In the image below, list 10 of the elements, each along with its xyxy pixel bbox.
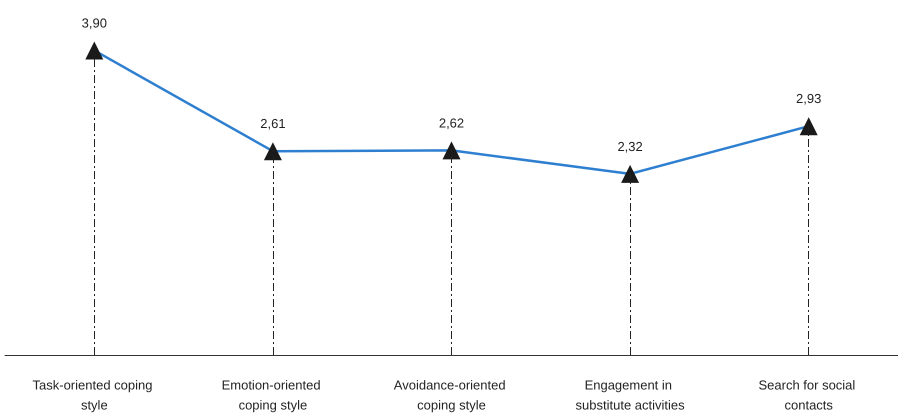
data-label: 3,90 — [82, 15, 107, 30]
x-tick-label: Task-oriented coping style — [32, 378, 156, 412]
data-label: 2,32 — [617, 138, 643, 154]
x-tick-label: Emotion-oriented coping style — [222, 378, 324, 412]
x-tick-label: Engagement in substitute activities — [576, 378, 686, 412]
x-tick-label: Search for social contacts — [758, 378, 859, 412]
x-tick-label: Avoidance-oriented coping style — [394, 378, 510, 412]
data-label: 2,93 — [796, 91, 822, 106]
data-label: 2,62 — [438, 115, 464, 130]
data-label: 2,61 — [260, 116, 286, 132]
